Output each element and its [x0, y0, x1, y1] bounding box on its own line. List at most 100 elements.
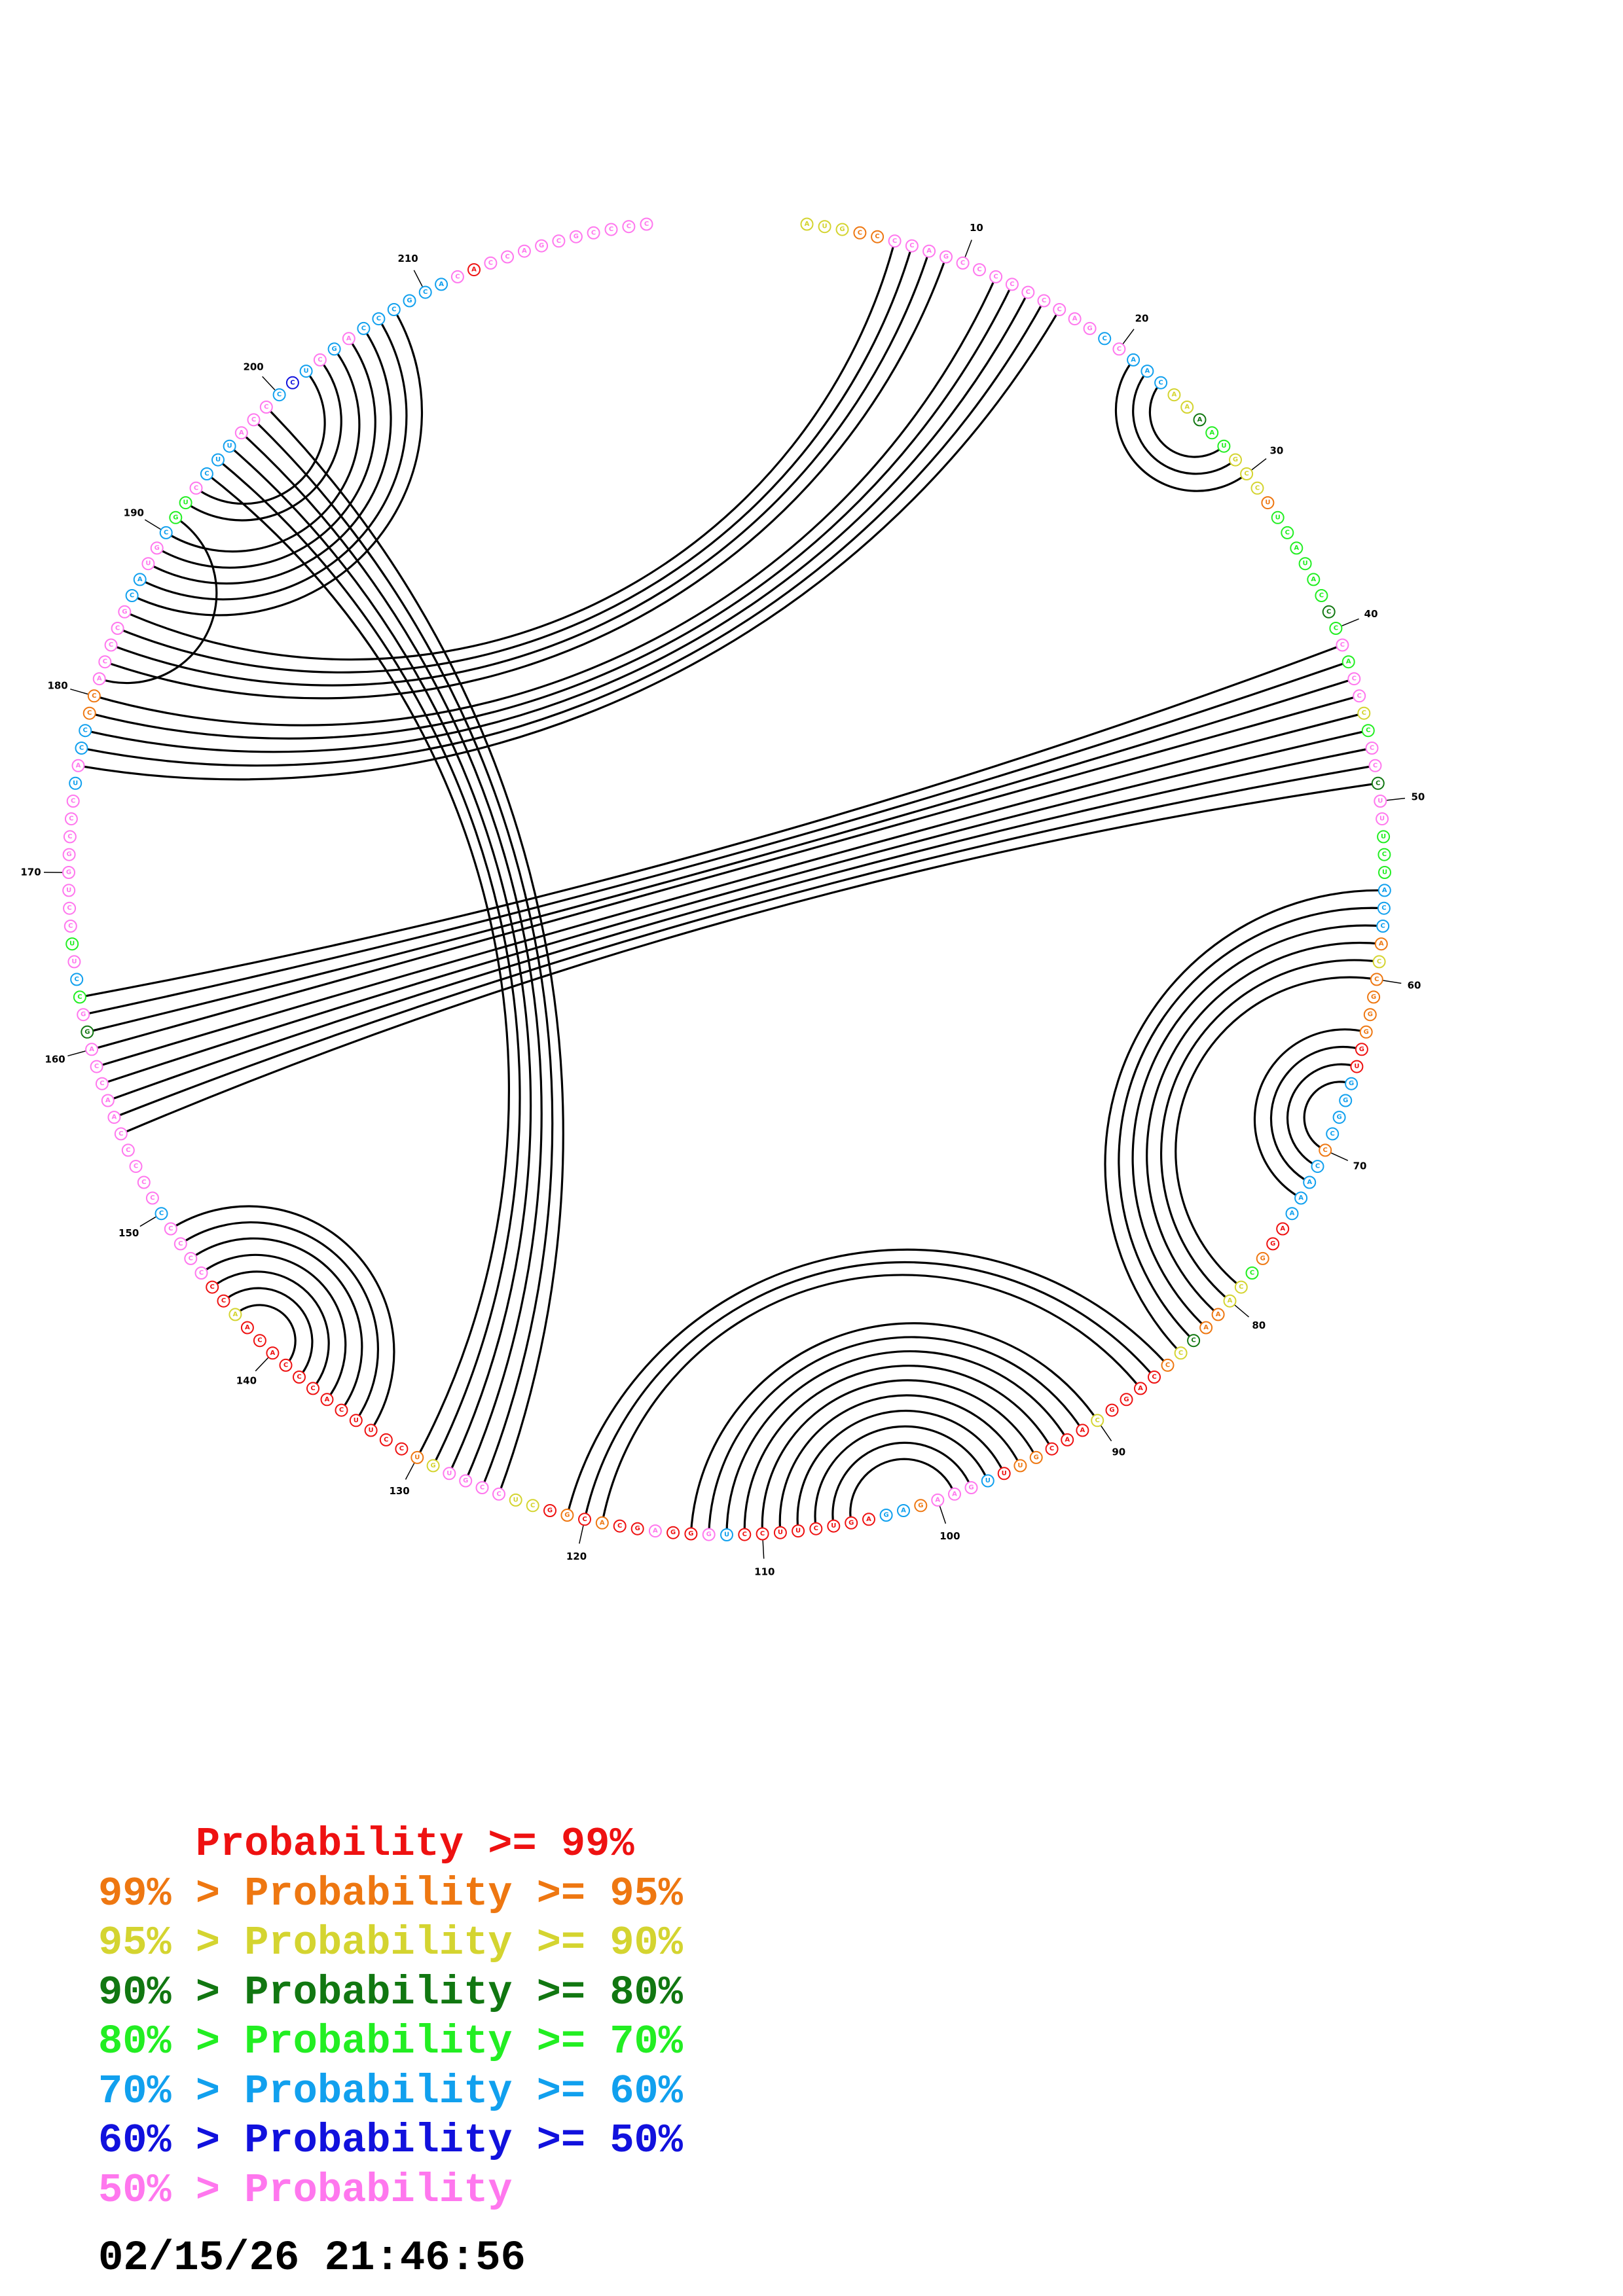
base-node: U: [1376, 812, 1389, 826]
tick-label: 100: [939, 1530, 960, 1542]
base-node: A: [342, 332, 356, 346]
base-letter: C: [1326, 608, 1331, 615]
base-letter: G: [564, 1512, 570, 1519]
base-node: A: [92, 672, 106, 686]
base-letter: U: [1017, 1462, 1023, 1469]
base-node: C: [335, 1403, 348, 1417]
base-letter: C: [1366, 727, 1370, 734]
base-letter: A: [1307, 1179, 1312, 1186]
tick-line: [579, 1525, 584, 1544]
base-node: U: [443, 1467, 456, 1480]
base-letter: C: [68, 923, 73, 930]
base-node: A: [948, 1487, 961, 1501]
tick-label: 70: [1353, 1160, 1367, 1172]
base-letter: U: [354, 1417, 359, 1424]
base-letter: C: [1191, 1337, 1195, 1344]
base-node: C: [622, 220, 636, 234]
pair-arc: [190, 1237, 363, 1411]
base-node: A: [240, 1321, 254, 1335]
base-letter: C: [92, 692, 96, 700]
base-letter: C: [251, 416, 256, 423]
base-letter: A: [1298, 1194, 1304, 1202]
base-letter: C: [455, 273, 460, 280]
tick-line: [70, 689, 88, 695]
base-node: C: [501, 250, 514, 264]
legend-line-90: 95% > Probability >= 90%: [98, 1920, 683, 1966]
base-letter: U: [1265, 499, 1270, 507]
base-letter: A: [1203, 1324, 1209, 1331]
base-letter: G: [1109, 1407, 1114, 1414]
base-letter: A: [1228, 1297, 1233, 1304]
base-letter: C: [1376, 780, 1380, 787]
pair-arc: [195, 370, 326, 505]
base-letter: A: [239, 429, 244, 437]
base-node: U: [773, 1526, 787, 1539]
base-node: C: [1371, 776, 1385, 790]
pair-arc: [86, 677, 1355, 1033]
base-letter: C: [164, 529, 168, 536]
pair-arc: [228, 445, 532, 1474]
base-letter: U: [304, 368, 309, 375]
base-letter: U: [1221, 442, 1226, 450]
tick-label: 200: [243, 361, 263, 373]
base-letter: C: [1117, 346, 1122, 353]
base-node: C: [75, 742, 88, 755]
base-node: C: [125, 589, 139, 602]
base-node: A: [467, 263, 481, 277]
base-node: A: [435, 278, 448, 291]
base-node: A: [228, 1308, 242, 1321]
tick-label: 170: [20, 867, 41, 878]
base-node: G: [169, 511, 183, 524]
base-letter: A: [1216, 1311, 1221, 1318]
base-letter: G: [155, 545, 160, 552]
base-node: C: [129, 1160, 143, 1174]
base-letter: C: [488, 259, 493, 266]
pair-arc: [104, 256, 947, 700]
base-node: C: [492, 1487, 505, 1501]
base-node: A: [1211, 1308, 1225, 1321]
pair-arc: [81, 300, 1045, 767]
pair-arc: [1286, 1063, 1357, 1168]
base-node: C: [1322, 605, 1336, 619]
base-letter: A: [1145, 368, 1150, 375]
base-node: C: [604, 223, 618, 236]
base-letter: U: [1275, 514, 1281, 521]
probability-legend: Probability >= 99% 99% > Probability >= …: [98, 1820, 683, 2215]
base-letter: C: [77, 994, 82, 1001]
base-node: C: [1245, 1266, 1259, 1280]
base-letter: G: [1087, 325, 1092, 332]
base-node: U: [1217, 439, 1231, 453]
pair-arc: [91, 694, 1360, 1050]
base-letter: U: [369, 1427, 374, 1434]
base-letter: G: [66, 851, 71, 858]
base-node: C: [357, 321, 371, 335]
pair-arc: [79, 644, 1343, 998]
base-letter: C: [1095, 1417, 1100, 1424]
base-letter: A: [233, 1311, 238, 1318]
pair-arc: [82, 660, 1349, 1016]
base-letter: C: [1377, 958, 1381, 965]
base-letter: C: [361, 325, 366, 332]
base-letter: C: [199, 1270, 204, 1277]
pair-arc: [111, 251, 930, 687]
base-letter: C: [1370, 745, 1374, 752]
base-node: C: [313, 353, 327, 367]
base-letter: C: [505, 253, 509, 260]
base-letter: A: [935, 1496, 940, 1503]
base-node: G: [1355, 1043, 1368, 1056]
base-node: C: [137, 1175, 151, 1189]
base-letter: C: [1250, 1270, 1254, 1277]
base-node: C: [526, 1499, 539, 1513]
base-node: U: [69, 776, 82, 790]
base-node: A: [922, 244, 936, 258]
pair-arc: [217, 459, 521, 1467]
base-node: C: [587, 226, 600, 240]
base-letter: A: [1379, 941, 1384, 948]
base-node: G: [1029, 1450, 1043, 1464]
pair-arc: [253, 419, 554, 1488]
base-letter: C: [609, 226, 613, 233]
base-letter: C: [1026, 289, 1030, 296]
base-letter: C: [1340, 641, 1345, 649]
base-letter: G: [547, 1507, 553, 1515]
base-node: C: [450, 270, 464, 283]
